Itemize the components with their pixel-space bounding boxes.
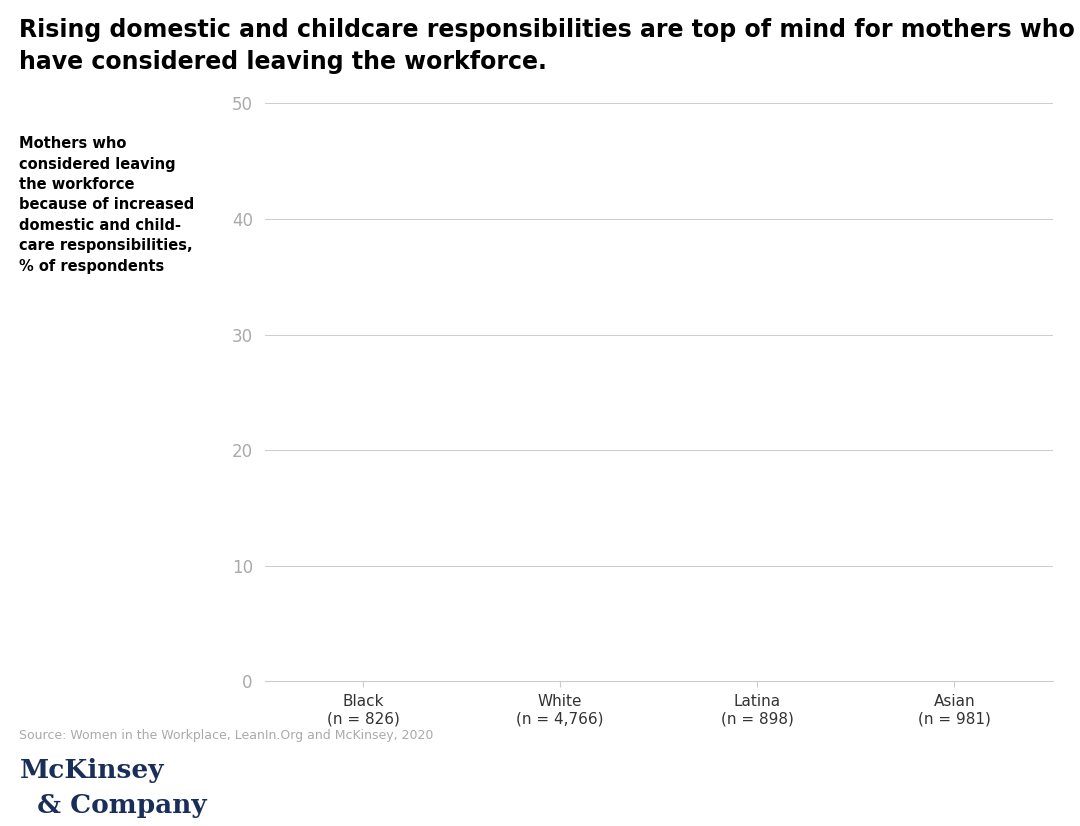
Text: Source: Women in the Workplace, LeanIn.Org and McKinsey, 2020: Source: Women in the Workplace, LeanIn.O… xyxy=(19,729,434,742)
Text: Rising domestic and childcare responsibilities are top of mind for mothers who: Rising domestic and childcare responsibi… xyxy=(19,18,1076,42)
Text: have considered leaving the workforce.: have considered leaving the workforce. xyxy=(19,50,548,74)
Text: & Company: & Company xyxy=(19,793,207,818)
Text: McKinsey: McKinsey xyxy=(19,758,164,783)
Text: Mothers who
considered leaving
the workforce
because of increased
domestic and c: Mothers who considered leaving the workf… xyxy=(19,136,194,273)
